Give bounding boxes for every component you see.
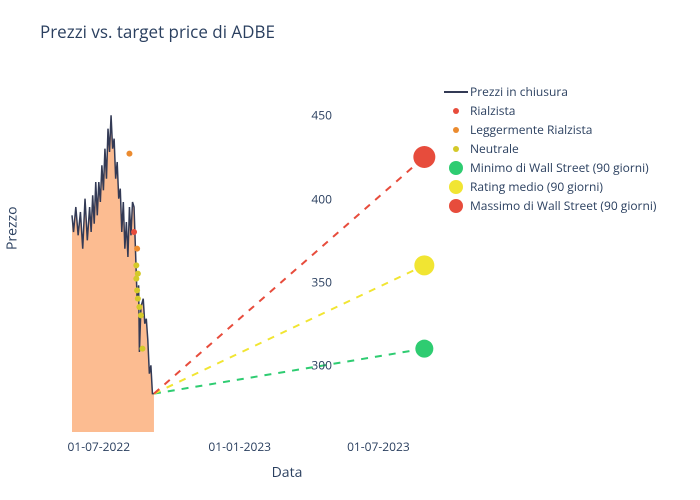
plot-area[interactable] (72, 82, 432, 432)
legend-item[interactable]: Neutrale (442, 139, 656, 158)
rating-dot (138, 312, 144, 318)
target-endpoint-dot (415, 340, 433, 358)
legend-label: Prezzi in chiusura (470, 83, 568, 100)
legend-item[interactable]: Prezzi in chiusura (442, 82, 656, 101)
chart-root: Prezzi vs. target price di ADBE Prezzo D… (0, 0, 700, 500)
legend-swatch (442, 160, 470, 176)
y-tick-label: 300 (300, 357, 332, 374)
rating-dot (135, 271, 141, 277)
target-line (154, 157, 424, 394)
rating-dot (135, 296, 141, 302)
y-axis-label: Prezzo (3, 206, 22, 250)
legend-item[interactable]: Massimo di Wall Street (90 giorni) (442, 196, 656, 215)
rating-dot (131, 229, 137, 235)
chart-title: Prezzi vs. target price di ADBE (40, 20, 275, 43)
x-axis-label: Data (72, 463, 502, 482)
y-tick-label: 400 (300, 190, 332, 207)
chart-svg (72, 82, 432, 432)
legend: Prezzi in chiusura Rialzista Leggermente R… (442, 82, 656, 215)
legend-label: Massimo di Wall Street (90 giorni) (470, 197, 656, 214)
legend-swatch (442, 179, 470, 195)
legend-label: Minimo di Wall Street (90 giorni) (470, 159, 649, 176)
rating-dot (139, 346, 145, 352)
legend-swatch (442, 198, 470, 214)
x-tick-label: 01-07-2023 (347, 438, 410, 455)
legend-label: Rating medio (90 giorni) (470, 178, 603, 195)
legend-item[interactable]: Rialzista (442, 101, 656, 120)
legend-label: Leggermente Rialzista (470, 121, 592, 138)
x-tick-label: 01-07-2022 (67, 438, 130, 455)
target-endpoint-dot (414, 255, 434, 275)
target-endpoint-dot (413, 146, 435, 168)
rating-dot (134, 246, 140, 252)
rating-dot (134, 287, 140, 293)
legend-item[interactable]: Leggermente Rialzista (442, 120, 656, 139)
target-line (154, 349, 424, 394)
rating-dot (136, 304, 142, 310)
x-tick-label: 01-01-2023 (208, 438, 271, 455)
legend-label: Neutrale (470, 140, 519, 157)
y-tick-label: 350 (300, 274, 332, 291)
legend-swatch (442, 141, 470, 157)
price-area (72, 115, 154, 432)
legend-swatch (442, 122, 470, 138)
rating-dot (126, 151, 132, 157)
legend-swatch (442, 84, 470, 100)
legend-item[interactable]: Rating medio (90 giorni) (442, 177, 656, 196)
legend-label: Rialzista (470, 102, 515, 119)
y-tick-label: 450 (300, 107, 332, 124)
rating-dot (133, 262, 139, 268)
legend-swatch (442, 103, 470, 119)
target-line (154, 265, 424, 393)
legend-item[interactable]: Minimo di Wall Street (90 giorni) (442, 158, 656, 177)
